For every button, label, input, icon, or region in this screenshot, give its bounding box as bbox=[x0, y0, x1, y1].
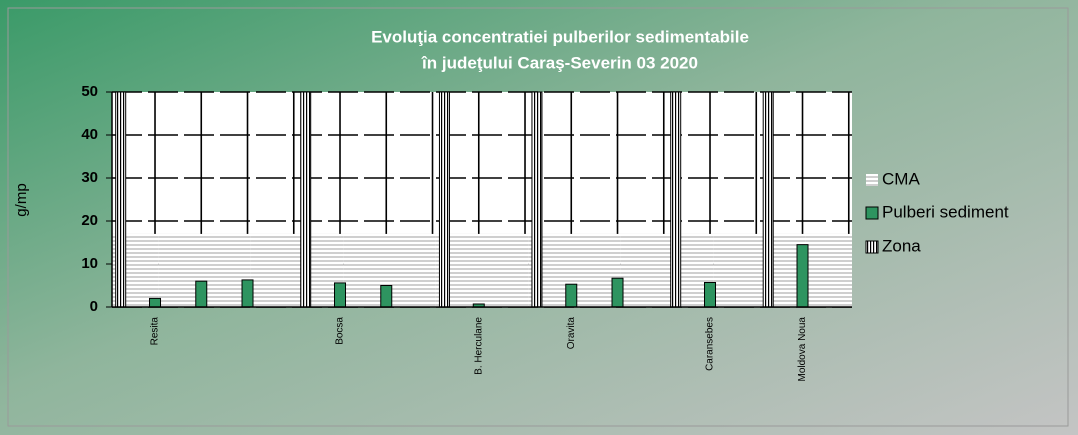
bar bbox=[334, 282, 347, 308]
x-tick-label: Resita bbox=[150, 317, 161, 346]
chart-title: în judeţului Caraş-Severin 03 2020 bbox=[421, 53, 698, 72]
frame bbox=[7, 7, 1069, 427]
y-tick-label: 30 bbox=[81, 169, 98, 186]
x-tick-label: Caransebes bbox=[705, 317, 716, 371]
bar bbox=[300, 91, 312, 308]
bar bbox=[380, 285, 393, 308]
bar bbox=[482, 233, 529, 307]
x-tick-label: Moldova Noua bbox=[797, 317, 808, 382]
bar bbox=[805, 233, 852, 307]
y-tick-label: 20 bbox=[81, 212, 98, 229]
bar bbox=[149, 297, 162, 308]
bar bbox=[565, 283, 578, 308]
y-axis-label: g/mp bbox=[13, 183, 30, 216]
chart-title: Evoluţia concentratiei pulberilor sedime… bbox=[371, 27, 749, 46]
bar bbox=[670, 91, 682, 308]
bar bbox=[796, 244, 809, 308]
y-tick-label: 10 bbox=[81, 255, 98, 272]
bar bbox=[704, 281, 717, 308]
bar bbox=[195, 280, 208, 308]
bar bbox=[438, 91, 450, 308]
bar bbox=[250, 233, 297, 307]
x-tick-label: B. Herculane bbox=[473, 317, 484, 375]
bar bbox=[115, 91, 127, 308]
x-tick-label: Oravita bbox=[566, 317, 577, 350]
legend-label: Zona bbox=[882, 236, 921, 255]
bar bbox=[531, 91, 543, 308]
bar bbox=[713, 233, 760, 307]
bar bbox=[620, 233, 667, 307]
bar bbox=[762, 91, 774, 308]
legend-swatch bbox=[865, 240, 879, 254]
bar bbox=[611, 277, 624, 308]
legend-swatch bbox=[866, 174, 878, 186]
bar bbox=[241, 279, 254, 308]
y-tick-label: 40 bbox=[81, 126, 98, 143]
bar bbox=[389, 233, 436, 307]
y-tick-label: 0 bbox=[90, 298, 98, 315]
x-tick-label: Bocsa bbox=[335, 317, 346, 345]
y-tick-label: 50 bbox=[81, 83, 98, 100]
legend-label: Pulberi sediment bbox=[882, 202, 1009, 221]
legend-label: CMA bbox=[882, 169, 920, 188]
legend-swatch bbox=[865, 206, 879, 220]
